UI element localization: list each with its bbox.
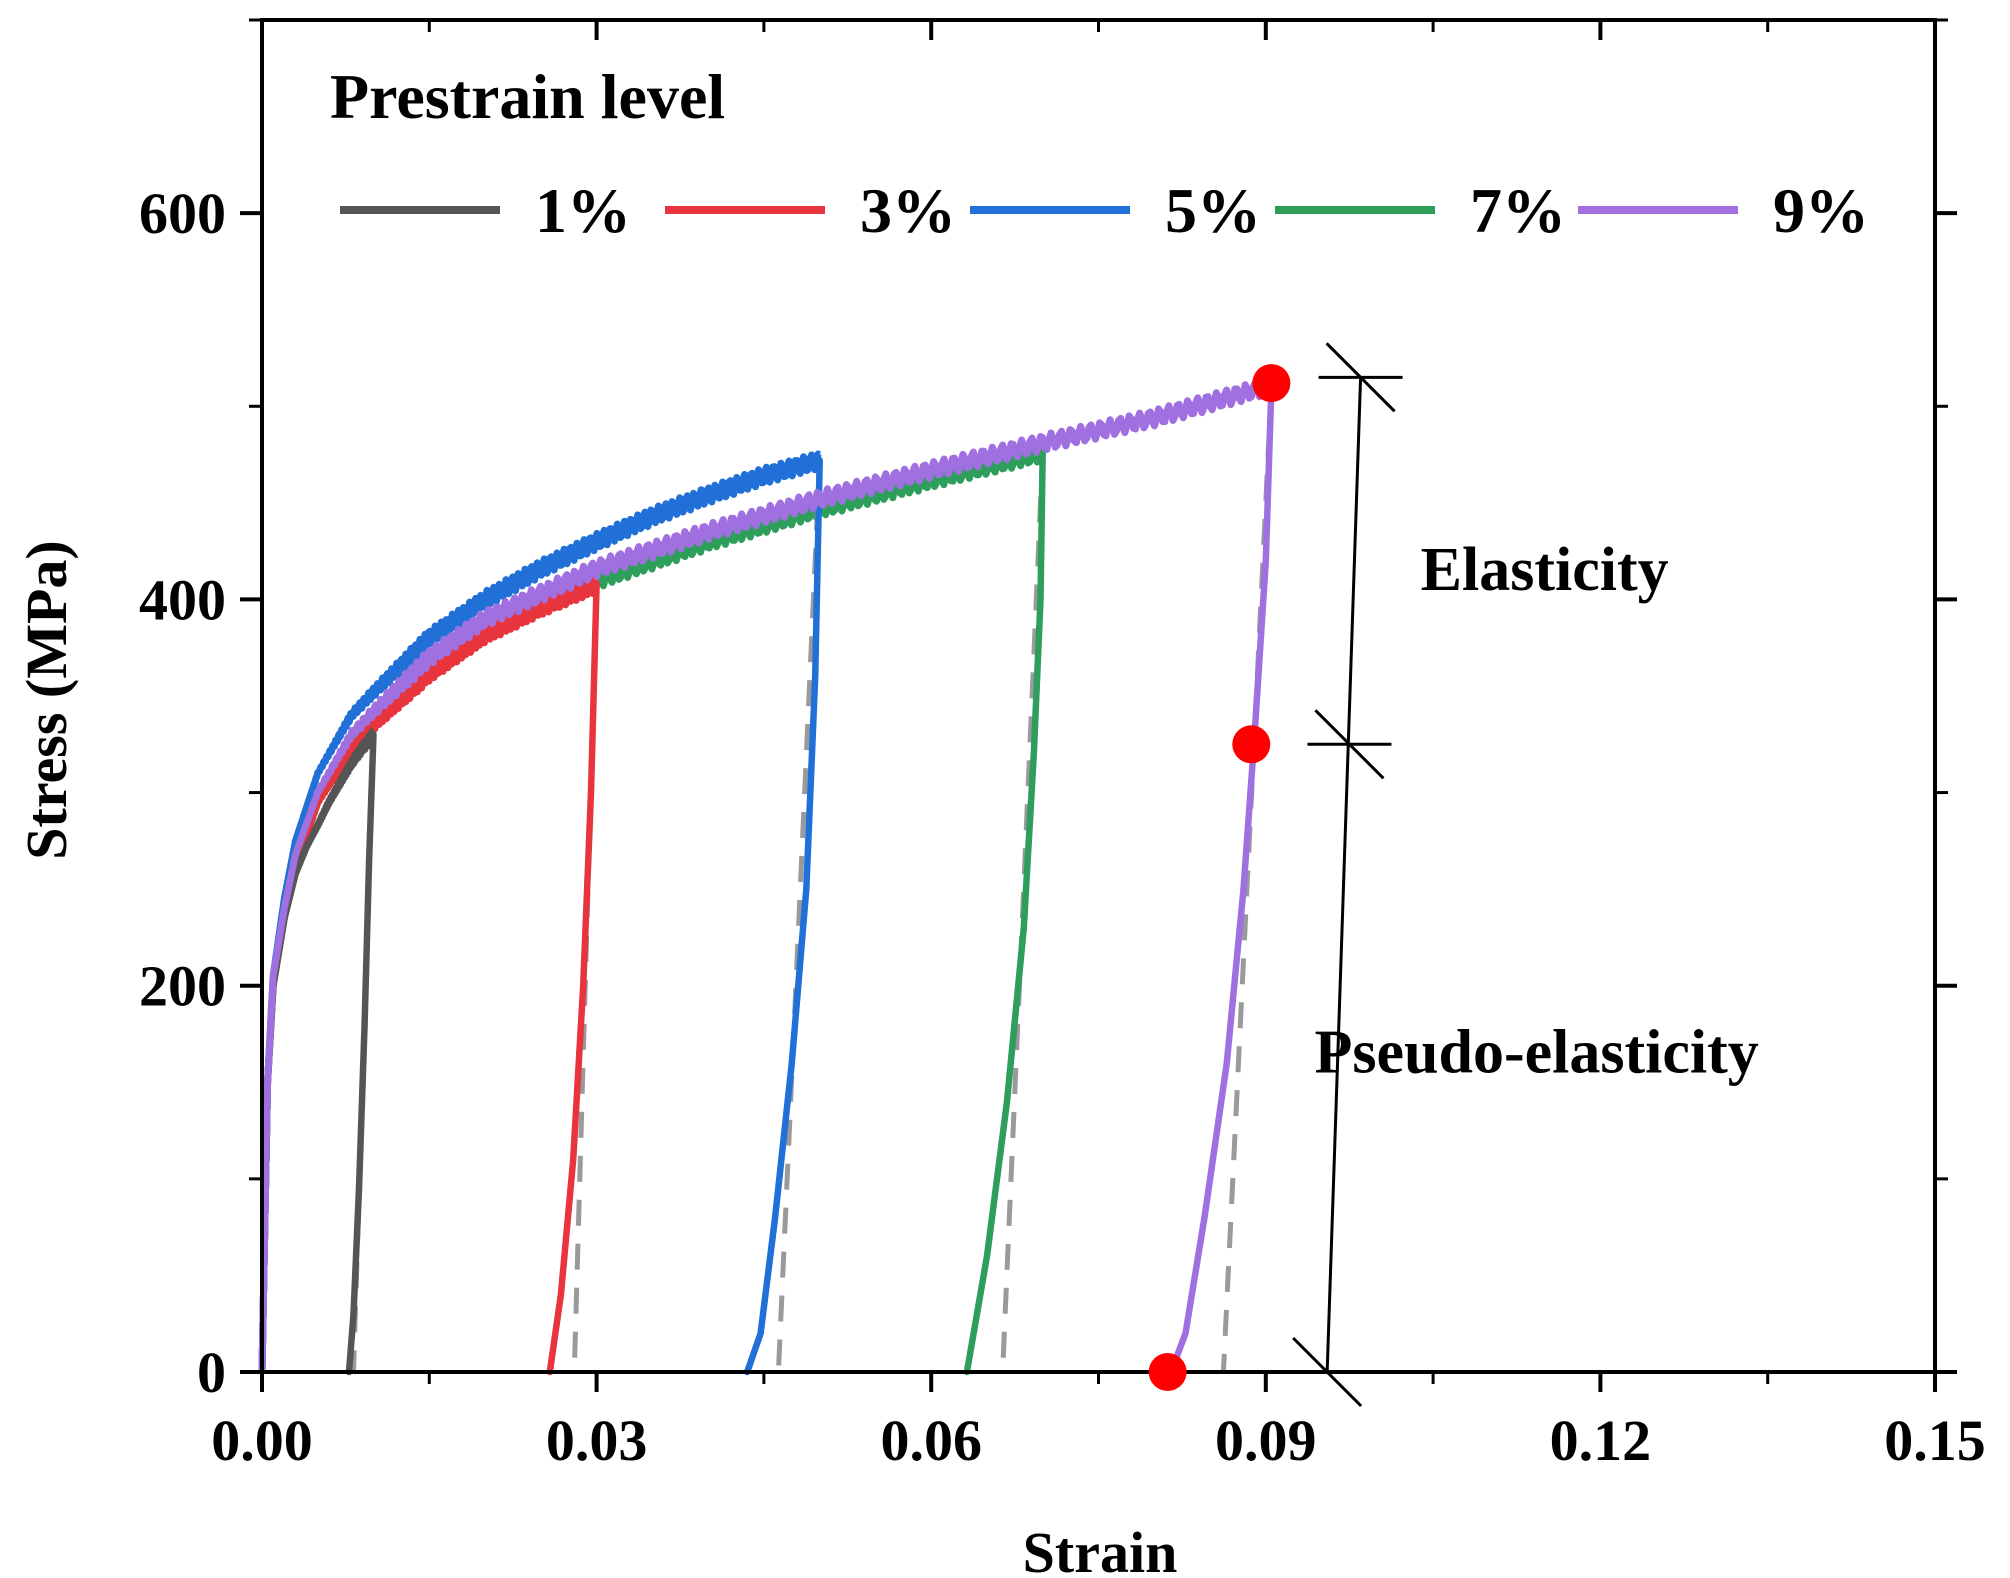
loading-curve <box>258 377 1268 1374</box>
bracket-tick-3 <box>1285 1336 1370 1408</box>
loading-curve <box>258 574 599 1375</box>
legend: 1% 3% 5% 7% 9% <box>340 175 1869 246</box>
legend-label: 7% <box>1470 175 1566 246</box>
legend-entry-7pct: 7% <box>1275 175 1566 246</box>
series-layer <box>258 377 1275 1376</box>
unloading-curve <box>546 580 600 1376</box>
y-tick-label: 0 <box>197 1340 226 1405</box>
series-3pct <box>258 574 600 1376</box>
x-tick-label: 0.12 <box>1550 1408 1652 1473</box>
unloading-curve <box>1167 383 1275 1376</box>
legend-entry-3pct: 3% <box>665 175 956 246</box>
x-tick-label: 0.03 <box>546 1408 648 1473</box>
x-axis-label: Strain <box>1023 1520 1178 1578</box>
y-tick-label: 600 <box>139 181 226 246</box>
series-9pct <box>258 377 1275 1376</box>
annotation-elasticity: Elasticity <box>1421 536 1669 604</box>
legend-label: 3% <box>860 175 956 246</box>
legend-entry-5pct: 5% <box>970 175 1261 246</box>
series-7pct <box>258 442 1046 1376</box>
legend-label: 9% <box>1773 175 1869 246</box>
x-tick-label: 0.09 <box>1215 1408 1317 1473</box>
x-tick-label: 0.06 <box>880 1408 982 1473</box>
marker-point-2 <box>1232 725 1271 764</box>
bracket-line <box>1325 377 1363 1373</box>
legend-title: Prestrain level <box>330 61 725 132</box>
annotation-pseudo-elasticity: Pseudo-elasticity <box>1315 1019 1759 1087</box>
x-tick-label: 0.00 <box>211 1408 313 1473</box>
legend-entry-1pct: 1% <box>340 175 631 246</box>
legend-entry-9pct: 9% <box>1578 175 1869 246</box>
y-tick-label: 200 <box>139 954 226 1019</box>
elastic-reference-line <box>775 460 823 1373</box>
unloading-curve <box>743 457 823 1376</box>
y-axis-label: Stress (MPa) <box>14 540 79 859</box>
legend-label: 1% <box>535 175 631 246</box>
axes-layer: 0.00 0.03 0.06 0.09 0.12 0.15 0 200 400 600 <box>139 18 1986 1473</box>
series-1pct <box>258 727 377 1376</box>
marker-point-3 <box>1148 1353 1187 1391</box>
unloading-curve <box>963 449 1046 1376</box>
y-tick-label: 400 <box>139 567 226 632</box>
bracket-tick-2 <box>1307 709 1392 780</box>
marker-point-1 <box>1252 364 1291 403</box>
unloading-curve <box>345 731 377 1376</box>
annotation-layer: Elasticity Pseudo-elasticity <box>1148 342 1759 1408</box>
bracket-tick-1 <box>1318 342 1403 413</box>
x-tick-label: 0.15 <box>1884 1408 1986 1473</box>
loading-curve <box>258 442 1045 1375</box>
legend-label: 5% <box>1165 175 1261 246</box>
plot-frame <box>260 18 1937 1374</box>
